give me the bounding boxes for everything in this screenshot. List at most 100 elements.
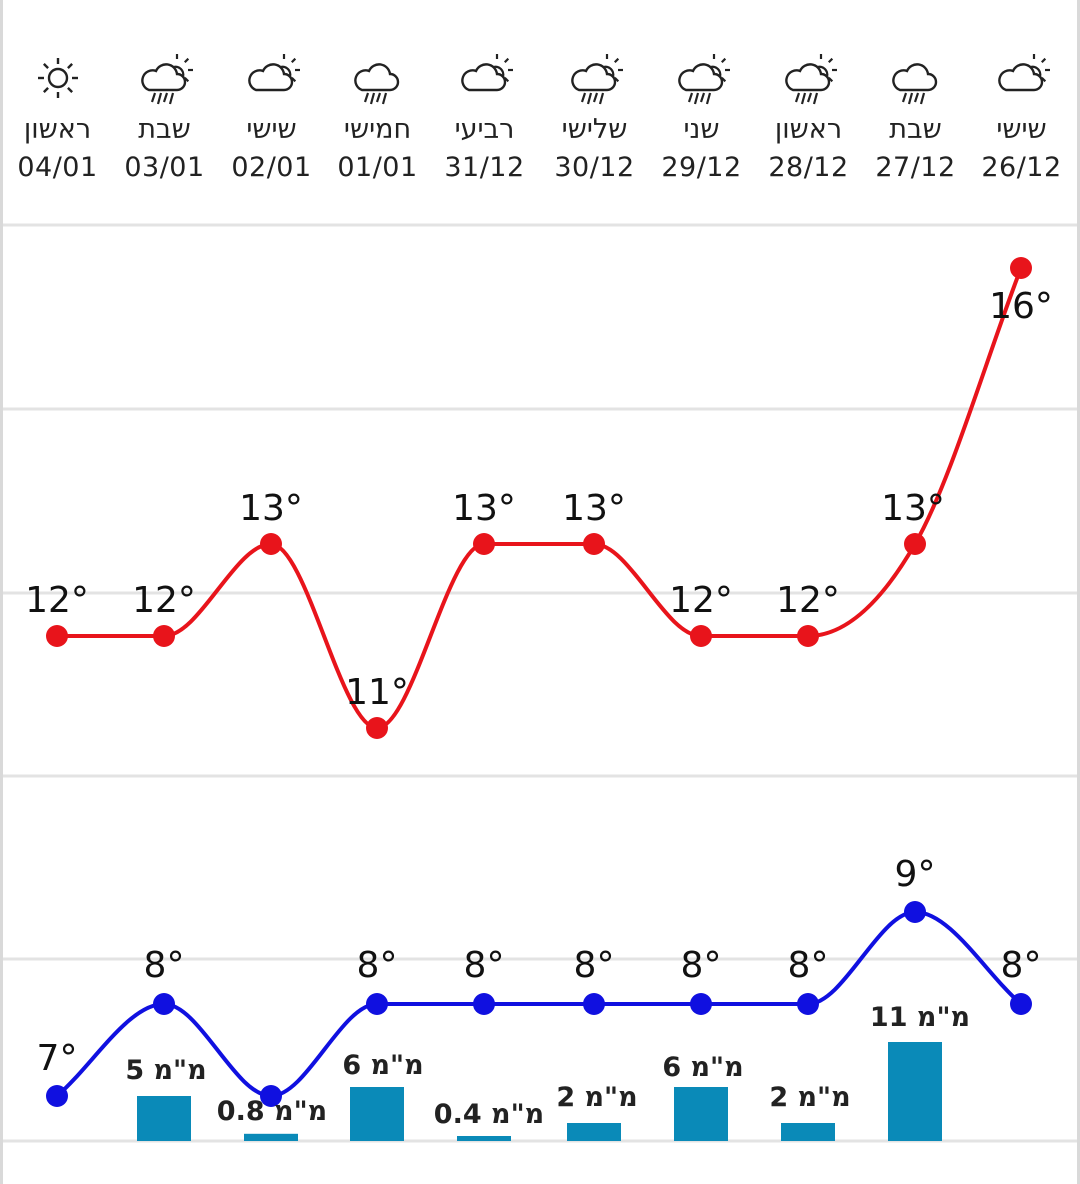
rain-bar — [567, 1123, 621, 1141]
forecast-days-row: ראשון 04/01 שבת 03/01 שישי 02/01 חמישי 01/01 רבי… — [0, 50, 1080, 200]
rain-amount-label: 5 מ"מ — [125, 1055, 206, 1086]
day-date: 27/12 — [875, 152, 956, 183]
rain-amount-label: 6 מ"מ — [342, 1050, 423, 1081]
low-temp-point — [473, 993, 495, 1015]
high-temp-point — [260, 533, 282, 555]
day-column: ראשון 04/01 — [4, 50, 111, 184]
low-temp-label: 8° — [788, 945, 829, 986]
rain-amount-label: 11 מ"מ — [870, 1002, 970, 1033]
rain-cloud-icon — [891, 63, 937, 105]
day-date: 28/12 — [768, 152, 849, 183]
rain-bar — [350, 1087, 404, 1141]
high-temp-label: 12° — [132, 580, 196, 621]
day-date: 30/12 — [554, 152, 635, 183]
day-name: שישי — [996, 114, 1047, 145]
day-date: 29/12 — [661, 152, 742, 183]
day-column: שישי 26/12 — [968, 50, 1075, 184]
high-temp-point — [153, 625, 175, 647]
high-temp-point — [366, 717, 388, 739]
high-temp-label: 13° — [881, 488, 945, 529]
rain-sun-cloud-icon — [784, 54, 837, 105]
sun-icon — [37, 58, 78, 98]
high-temp-label: 16° — [989, 286, 1053, 327]
day-column: שלישי 30/12 — [541, 50, 648, 184]
low-temp-label: 8° — [144, 945, 185, 986]
day-name: שישי — [246, 114, 297, 145]
low-temp-point — [46, 1085, 68, 1107]
low-temp-point — [153, 993, 175, 1015]
day-column: שבת 27/12 — [862, 50, 969, 184]
day-name: שלישי — [561, 114, 628, 145]
rain-bar — [781, 1123, 835, 1141]
left-frame — [0, 0, 3, 1184]
rain-bar — [137, 1096, 191, 1141]
day-column: ראשון 28/12 — [755, 50, 862, 184]
low-temp-label: 8° — [574, 945, 615, 986]
high-temp-point — [473, 533, 495, 555]
rain-bar — [457, 1136, 511, 1141]
partly-cloudy-icon — [247, 54, 300, 92]
low-temp-label: 9° — [895, 854, 936, 895]
low-temp-label: 8° — [464, 945, 505, 986]
low-temp-point — [1010, 993, 1032, 1015]
low-temp-point — [797, 993, 819, 1015]
rain-amount-label: 2 מ"מ — [556, 1082, 637, 1113]
day-column: שבת 03/01 — [111, 50, 218, 184]
high-temp-point — [583, 533, 605, 555]
day-name: רביעי — [454, 114, 515, 145]
right-frame — [1077, 0, 1080, 1184]
low-temp-point — [260, 1085, 282, 1107]
high-temp-label: 13° — [452, 488, 516, 529]
rain-bar — [674, 1087, 728, 1141]
rain-cloud-icon — [353, 63, 399, 105]
low-temp-point — [690, 993, 712, 1015]
day-date: 26/12 — [981, 152, 1062, 183]
high-temp-point — [1010, 257, 1032, 279]
day-date: 01/01 — [337, 152, 418, 183]
rain-amount-label: 0.4 מ"מ — [434, 1099, 544, 1130]
low-temp-label: 8° — [1001, 945, 1042, 986]
day-name: חמישי — [343, 114, 412, 145]
high-temp-label: 13° — [562, 488, 626, 529]
rain-sun-cloud-icon — [140, 54, 193, 105]
rain-amount-label: 6 מ"מ — [662, 1052, 743, 1083]
day-name: ראשון — [23, 114, 92, 145]
rain-amount-label: 0.8 מ"מ — [217, 1096, 327, 1127]
low-temp-label: 8° — [681, 945, 722, 986]
day-date: 04/01 — [17, 152, 98, 183]
rain-amount-label: 2 מ"מ — [769, 1082, 850, 1113]
high-temp-label: 12° — [776, 580, 840, 621]
partly-cloudy-icon — [460, 54, 513, 92]
day-date: 03/01 — [124, 152, 205, 183]
high-temp-point — [46, 625, 68, 647]
low-temp-point — [366, 993, 388, 1015]
day-column: רביעי 31/12 — [431, 50, 538, 184]
low-temp-label: 8° — [357, 945, 398, 986]
rain-sun-cloud-icon — [677, 54, 730, 105]
high-temp-point — [904, 533, 926, 555]
day-column: שני 29/12 — [648, 50, 755, 184]
high-temp-label: 12° — [25, 580, 89, 621]
high-temp-line — [57, 267, 1023, 731]
low-temp-point — [583, 993, 605, 1015]
high-temp-label: 13° — [239, 488, 303, 529]
low-temp-point — [904, 901, 926, 923]
day-column: חמישי 01/01 — [324, 50, 431, 184]
rain-sun-cloud-icon — [570, 54, 623, 105]
day-name: שני — [683, 114, 720, 145]
rain-bar — [888, 1042, 942, 1141]
low-temp-line — [55, 909, 1023, 1099]
day-column: שישי 02/01 — [218, 50, 325, 184]
high-temp-label: 11° — [345, 672, 409, 713]
high-temp-label: 12° — [669, 580, 733, 621]
rain-bar — [244, 1133, 298, 1141]
day-date: 31/12 — [444, 152, 525, 183]
high-temp-point — [690, 625, 712, 647]
day-name: שבת — [889, 114, 942, 145]
day-name: שבת — [138, 114, 191, 145]
low-temp-label: 7° — [37, 1038, 78, 1079]
partly-cloudy-icon — [997, 54, 1050, 92]
day-date: 02/01 — [231, 152, 312, 183]
day-name: ראשון — [774, 114, 843, 145]
